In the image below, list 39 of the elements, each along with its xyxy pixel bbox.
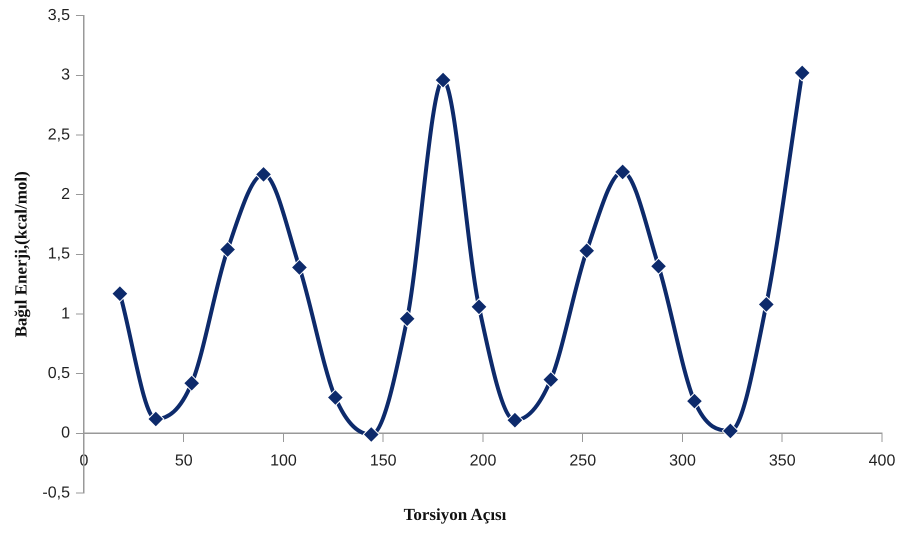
point [255, 166, 272, 183]
point [398, 310, 416, 328]
point [147, 410, 164, 428]
point [326, 389, 344, 406]
x-tick-label: 50 [174, 452, 193, 470]
x-tick-label: 250 [569, 452, 596, 470]
y-tick-label: 2 [61, 186, 70, 204]
point [542, 371, 560, 388]
point [362, 426, 380, 444]
point [219, 241, 236, 258]
point [470, 298, 488, 316]
point [614, 163, 632, 180]
point [686, 392, 703, 410]
y-tick-label: -0,5 [42, 484, 70, 502]
x-tick-label: 200 [470, 452, 496, 470]
x-tick-label: 400 [868, 452, 896, 470]
y-tick-label: 0,5 [48, 365, 70, 382]
point [506, 412, 524, 429]
point [650, 258, 668, 275]
x-tick-label: 150 [370, 452, 397, 470]
x-tick-label: 300 [669, 452, 696, 470]
y-tick-label: 0 [61, 424, 70, 442]
y-axis-title: Bağıl Enerji,(kcal/mol) [12, 171, 31, 338]
y-tick-label: 3 [61, 66, 70, 84]
point [758, 296, 775, 313]
x-tick-label: 350 [768, 452, 796, 470]
point [183, 374, 200, 392]
x-axis-title: Torsiyon Açısı [402, 505, 508, 525]
y-tick-label: 3,5 [48, 7, 70, 24]
point [794, 64, 811, 82]
point [111, 285, 128, 302]
point [434, 72, 452, 89]
y-tick-label: 1 [61, 305, 70, 322]
x-tick-label: 100 [270, 452, 297, 470]
point [722, 422, 739, 440]
point [578, 242, 596, 260]
y-tick-label: 2,5 [48, 126, 70, 144]
point [290, 258, 308, 276]
y-tick-label: 1,5 [48, 246, 70, 263]
